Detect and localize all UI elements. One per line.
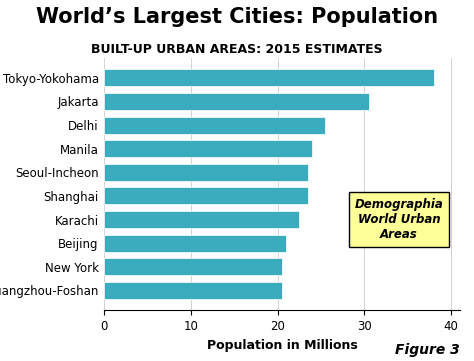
Bar — [104, 258, 282, 275]
Bar — [104, 211, 300, 228]
Bar — [104, 187, 308, 204]
Text: World’s Largest Cities: Population: World’s Largest Cities: Population — [36, 7, 438, 27]
Bar — [104, 117, 325, 134]
Text: BUILT-UP URBAN AREAS: 2015 ESTIMATES: BUILT-UP URBAN AREAS: 2015 ESTIMATES — [91, 43, 383, 56]
Bar — [104, 282, 282, 299]
X-axis label: Population in Millions: Population in Millions — [207, 339, 357, 352]
Text: Demographia
World Urban
Areas: Demographia World Urban Areas — [355, 198, 444, 241]
Bar — [104, 164, 308, 181]
Bar — [104, 140, 312, 157]
Bar — [104, 93, 369, 110]
Bar — [104, 235, 286, 252]
Bar — [104, 69, 434, 86]
Text: Figure 3: Figure 3 — [395, 343, 460, 357]
